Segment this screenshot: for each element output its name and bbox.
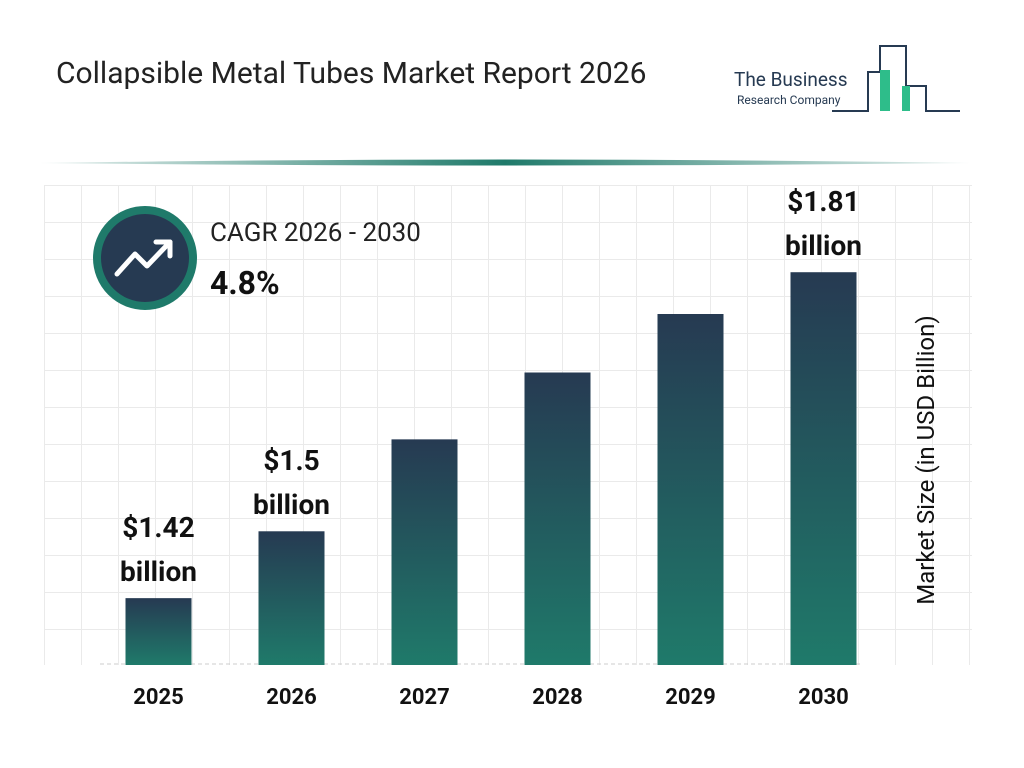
- value-label: $1.5 billion: [253, 444, 330, 522]
- bar: [391, 439, 458, 665]
- x-tick-label: 2025: [133, 685, 184, 710]
- x-tick-label: 2030: [798, 685, 849, 710]
- cagr-label: CAGR 2026 - 2030: [210, 218, 421, 248]
- x-tick-label: 2029: [665, 685, 716, 710]
- logo-line2: Research Company: [737, 93, 841, 107]
- x-tick-label: 2026: [266, 685, 317, 710]
- header-rule: [40, 159, 970, 166]
- bar: [790, 272, 857, 665]
- y-axis-label: Market Size (in USD Billion): [912, 315, 940, 604]
- value-label: $1.81 billion: [785, 185, 862, 263]
- bar: [125, 598, 192, 665]
- bar: [524, 372, 591, 665]
- cagr-value: 4.8%: [210, 264, 280, 302]
- cagr-icon: [93, 206, 197, 310]
- x-tick-label: 2027: [399, 685, 450, 710]
- logo-graphic: [832, 45, 960, 112]
- chart-title: Collapsible Metal Tubes Market Report 20…: [56, 56, 647, 91]
- logo-line1: The Business: [734, 68, 848, 91]
- bar: [657, 314, 724, 665]
- x-tick-label: 2028: [532, 685, 583, 710]
- value-label: $1.42 billion: [120, 511, 197, 589]
- bar: [258, 531, 325, 665]
